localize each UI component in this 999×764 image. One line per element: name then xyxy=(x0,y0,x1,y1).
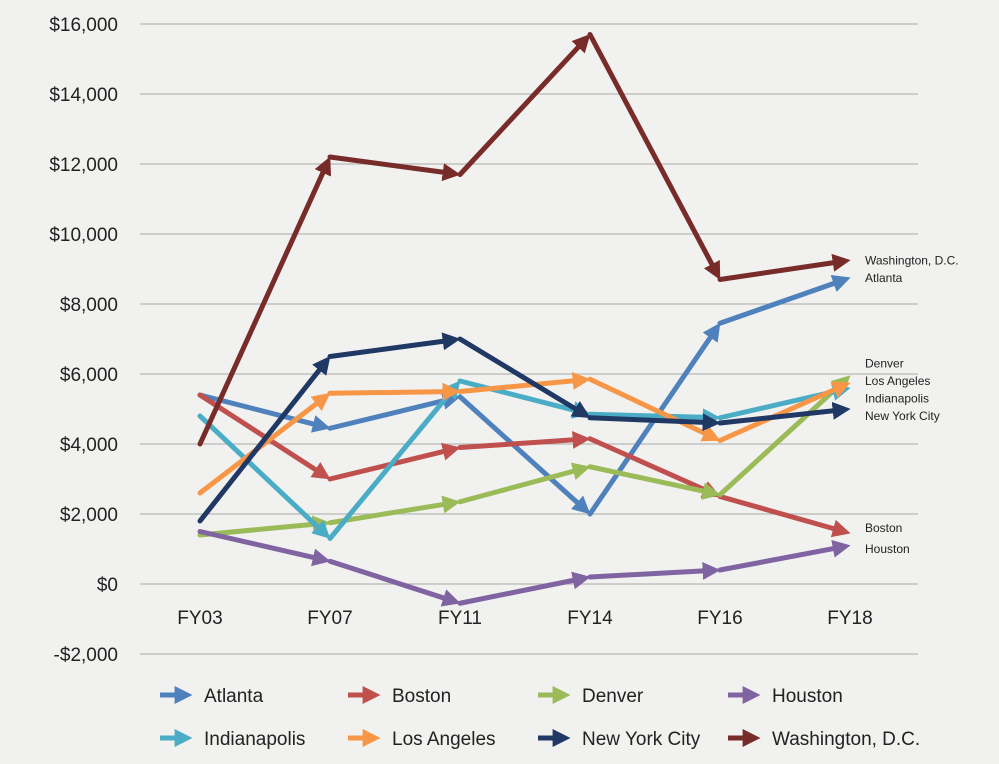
series-segment xyxy=(457,378,591,419)
series-segment xyxy=(197,356,331,524)
series-houston xyxy=(197,529,851,607)
x-tick-label: FY07 xyxy=(307,608,352,629)
series-boston xyxy=(197,392,851,538)
x-tick-label: FY18 xyxy=(827,608,872,629)
y-tick-label: $4,000 xyxy=(60,435,118,456)
chart-gridlines xyxy=(140,23,918,655)
legend-label: Indianapolis xyxy=(204,729,305,750)
end-label-boston: Boston xyxy=(865,521,902,535)
series-segment xyxy=(457,34,591,177)
series-segment xyxy=(197,515,331,538)
series-segment xyxy=(197,392,331,480)
series-segment xyxy=(717,275,851,326)
series-segment xyxy=(587,561,721,580)
chart-end-labels: Washington, D.C. Atlanta Denver Los Angeles… xyxy=(865,253,959,556)
series-segment xyxy=(587,376,721,442)
series-segment xyxy=(717,381,851,443)
legend-item-denver: Denver xyxy=(538,686,644,707)
legend-item-los-angeles: Los Angeles xyxy=(348,729,496,750)
chart-series-lines xyxy=(197,32,851,607)
legend-item-new-york-city: New York City xyxy=(538,729,701,750)
legend-label: Denver xyxy=(582,686,644,707)
legend-item-indianapolis: Indianapolis xyxy=(160,729,305,750)
series-washington-d-c xyxy=(197,32,851,447)
series-segment xyxy=(457,371,591,394)
end-label-indianapolis: Indianapolis xyxy=(865,392,929,406)
series-segment xyxy=(587,322,721,517)
end-label-los-angeles: Los Angeles xyxy=(865,374,930,388)
y-tick-label: $2,000 xyxy=(60,505,118,526)
series-segment xyxy=(457,394,591,515)
series-segment xyxy=(327,558,461,607)
y-axis-tick-labels: -$2,000 $0 $2,000 $4,000 $6,000 $8,000 $10,000… xyxy=(49,15,118,666)
series-segment xyxy=(457,430,591,450)
series-segment xyxy=(717,494,851,538)
y-tick-label: $6,000 xyxy=(60,365,118,386)
x-tick-label: FY14 xyxy=(567,608,613,629)
series-segment xyxy=(327,380,461,541)
x-tick-label: FY16 xyxy=(697,608,742,629)
series-segment xyxy=(587,32,721,281)
legend-item-washington-d-c: Washington, D.C. xyxy=(728,729,920,750)
series-segment xyxy=(717,375,851,498)
legend-item-boston: Boston xyxy=(348,686,451,707)
series-segment xyxy=(587,464,721,500)
series-segment xyxy=(197,156,332,447)
series-segment xyxy=(587,413,721,432)
series-segment xyxy=(327,495,461,526)
end-label-atlanta: Atlanta xyxy=(865,271,903,285)
legend-label: Washington, D.C. xyxy=(772,729,920,750)
series-segment xyxy=(327,382,461,401)
x-tick-label: FY03 xyxy=(177,608,222,629)
series-segment xyxy=(587,408,721,427)
series-segment xyxy=(197,529,331,567)
end-label-new-york-city: New York City xyxy=(865,409,940,423)
legend-label: Atlanta xyxy=(204,686,264,707)
legend-label: Los Angeles xyxy=(392,729,496,750)
y-tick-label: $16,000 xyxy=(49,15,118,36)
series-segment xyxy=(327,332,461,359)
series-segment xyxy=(587,436,721,498)
legend-label: Boston xyxy=(392,686,451,707)
series-segment xyxy=(457,571,591,606)
chart-legend: Atlanta Boston Denver Houston Indianapolis Lo… xyxy=(160,686,920,750)
y-tick-label: $12,000 xyxy=(49,155,118,176)
legend-item-houston: Houston xyxy=(728,686,843,707)
series-new-york-city xyxy=(197,332,851,524)
series-segment xyxy=(327,392,461,431)
end-label-washington-d-c: Washington, D.C. xyxy=(865,253,959,267)
y-tick-label: $14,000 xyxy=(49,85,118,106)
x-axis-tick-labels: FY03 FY07 FY11 FY14 FY16 FY18 xyxy=(177,608,872,629)
end-label-denver: Denver xyxy=(865,357,904,371)
y-tick-label: $10,000 xyxy=(49,225,118,246)
legend-label: New York City xyxy=(582,729,701,750)
series-segment xyxy=(717,539,851,573)
series-segment xyxy=(197,413,331,539)
series-segment xyxy=(457,462,591,505)
legend-label: Houston xyxy=(772,686,843,707)
end-label-houston: Houston xyxy=(865,542,910,556)
series-denver xyxy=(197,375,851,538)
series-segment xyxy=(717,253,851,282)
y-tick-label: -$2,000 xyxy=(54,645,118,666)
y-tick-label: $8,000 xyxy=(60,295,118,316)
series-segment xyxy=(457,336,591,419)
x-tick-label: FY11 xyxy=(438,608,482,629)
series-segment xyxy=(327,154,461,182)
series-segment xyxy=(717,401,851,426)
y-tick-label: $0 xyxy=(97,575,118,596)
legend-item-atlanta: Atlanta xyxy=(160,686,264,707)
